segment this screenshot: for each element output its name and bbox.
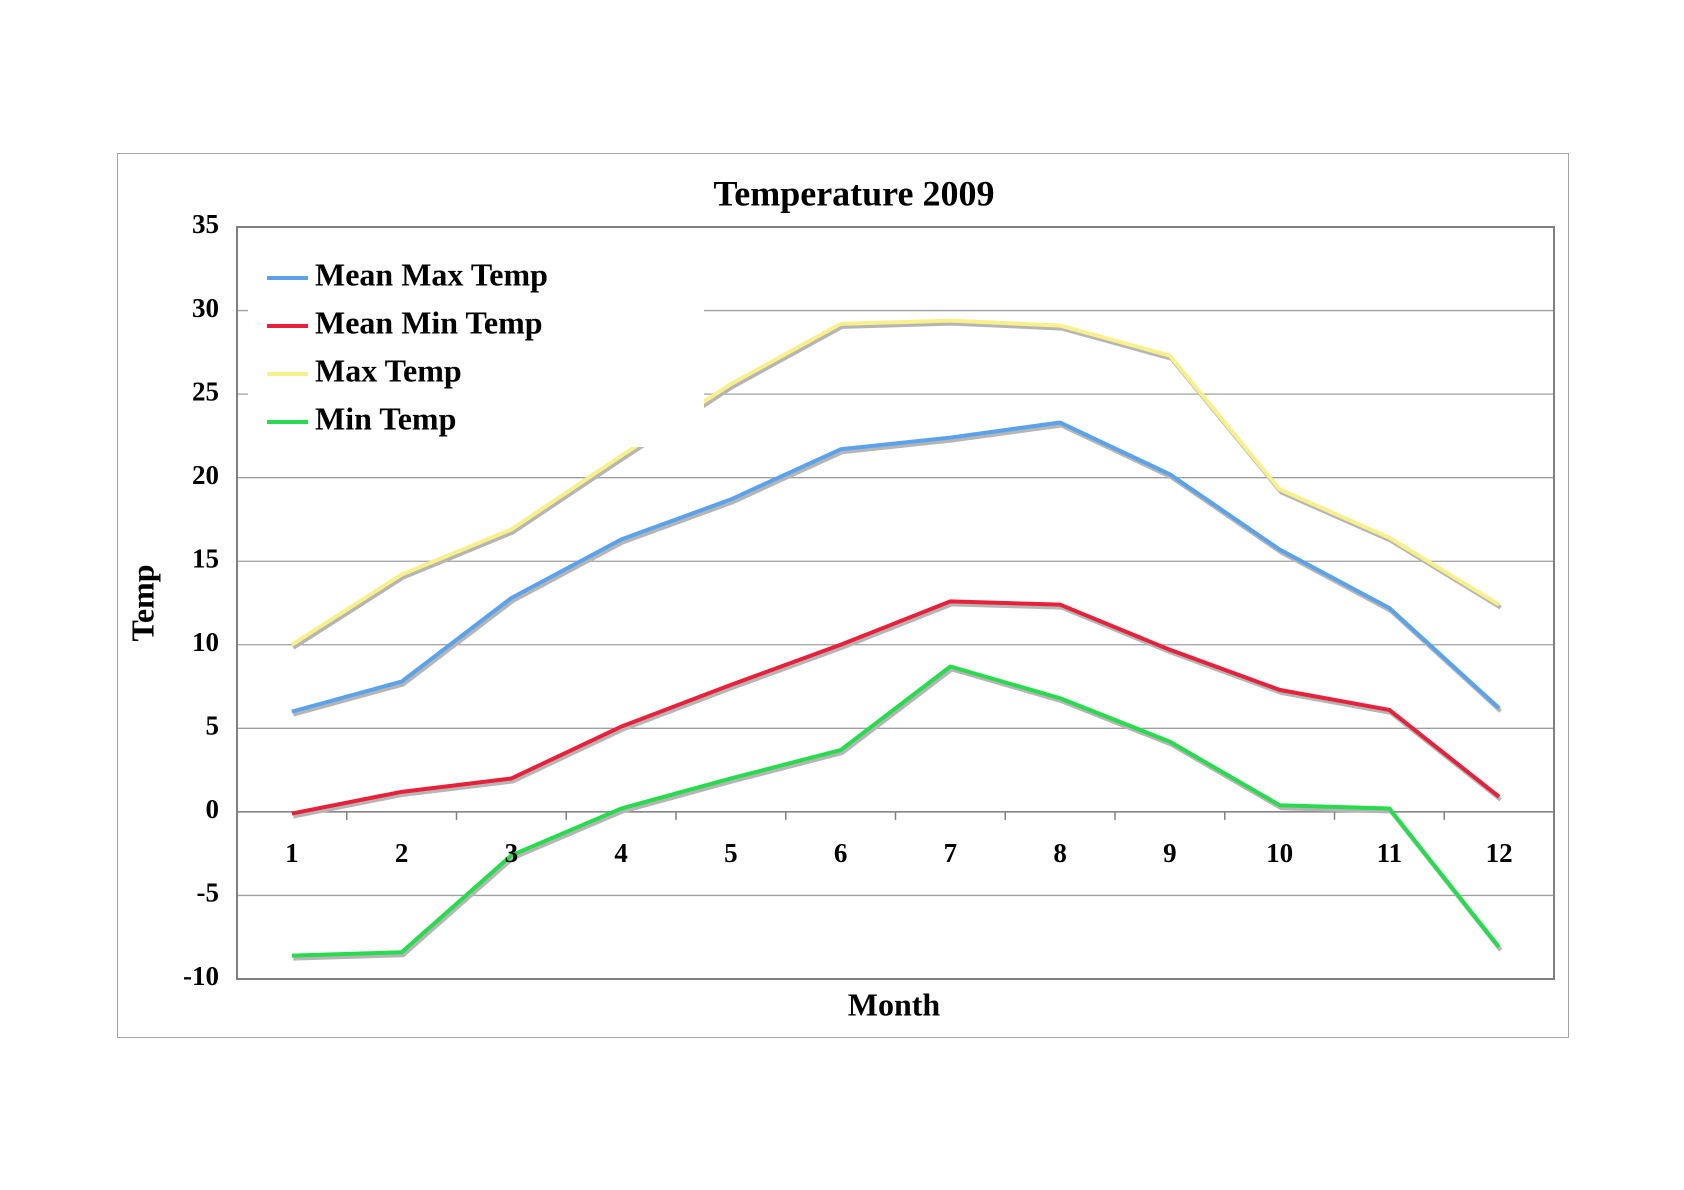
x-tick-labels: 1 2 3 4 5 6 7 8 9 10 11 12 — [285, 838, 1513, 868]
x-tick-label: 2 — [395, 838, 409, 868]
x-tick-label: 4 — [614, 838, 628, 868]
legend-label: Mean Min Temp — [315, 304, 543, 340]
legend-box — [248, 254, 704, 447]
y-axis-title: Temp — [124, 564, 160, 641]
legend-label: Min Temp — [315, 400, 456, 436]
x-tick-label: 7 — [944, 838, 958, 868]
y-tick-label: 10 — [192, 627, 219, 657]
chart-title: Temperature 2009 — [714, 173, 995, 213]
x-axis-title: Month — [848, 986, 941, 1022]
series-lines — [290, 318, 1501, 958]
y-tick-labels: 35 30 25 20 15 10 5 0 -5 -10 — [183, 209, 219, 991]
y-tick-label: 15 — [192, 543, 219, 573]
series-shadow-2 — [292, 321, 1502, 650]
y-tick-label: 25 — [192, 376, 219, 406]
series-line-1 — [291, 599, 1501, 816]
x-tick-label: 6 — [834, 838, 848, 868]
x-tick-label: 5 — [724, 838, 738, 868]
x-tick-label: 11 — [1377, 838, 1403, 868]
legend: Mean Max Temp Mean Min Temp Max Temp Min Te… — [248, 254, 704, 447]
x-tick-label: 3 — [505, 838, 519, 868]
x-tick-label: 9 — [1163, 838, 1177, 868]
legend-label: Max Temp — [315, 352, 462, 388]
x-tick-label: 8 — [1053, 838, 1067, 868]
series-line-2 — [290, 318, 1501, 647]
series-line-3 — [291, 664, 1501, 958]
series-line-0 — [291, 420, 1501, 714]
x-tick-label: 1 — [285, 838, 299, 868]
y-tick-label: -10 — [183, 961, 219, 991]
series-shadows — [292, 321, 1503, 961]
y-tick-label: 35 — [192, 209, 219, 239]
y-tick-label: 5 — [206, 711, 220, 741]
y-tick-label: 20 — [192, 460, 219, 490]
x-tick-label: 10 — [1266, 838, 1293, 868]
chart-frame: 35 30 25 20 15 10 5 0 -5 -10 1 2 3 4 5 6 7 8 9 10 11 12 Temp… — [117, 153, 1569, 1038]
series-shadow-1 — [292, 602, 1502, 819]
y-tick-label: -5 — [197, 878, 220, 908]
y-tick-label: 30 — [192, 293, 219, 323]
series-shadow-3 — [293, 667, 1503, 961]
legend-label: Mean Max Temp — [315, 256, 548, 292]
plot-border — [236, 226, 1555, 980]
y-tick-label: 0 — [206, 794, 220, 824]
x-tick-label: 12 — [1486, 838, 1513, 868]
